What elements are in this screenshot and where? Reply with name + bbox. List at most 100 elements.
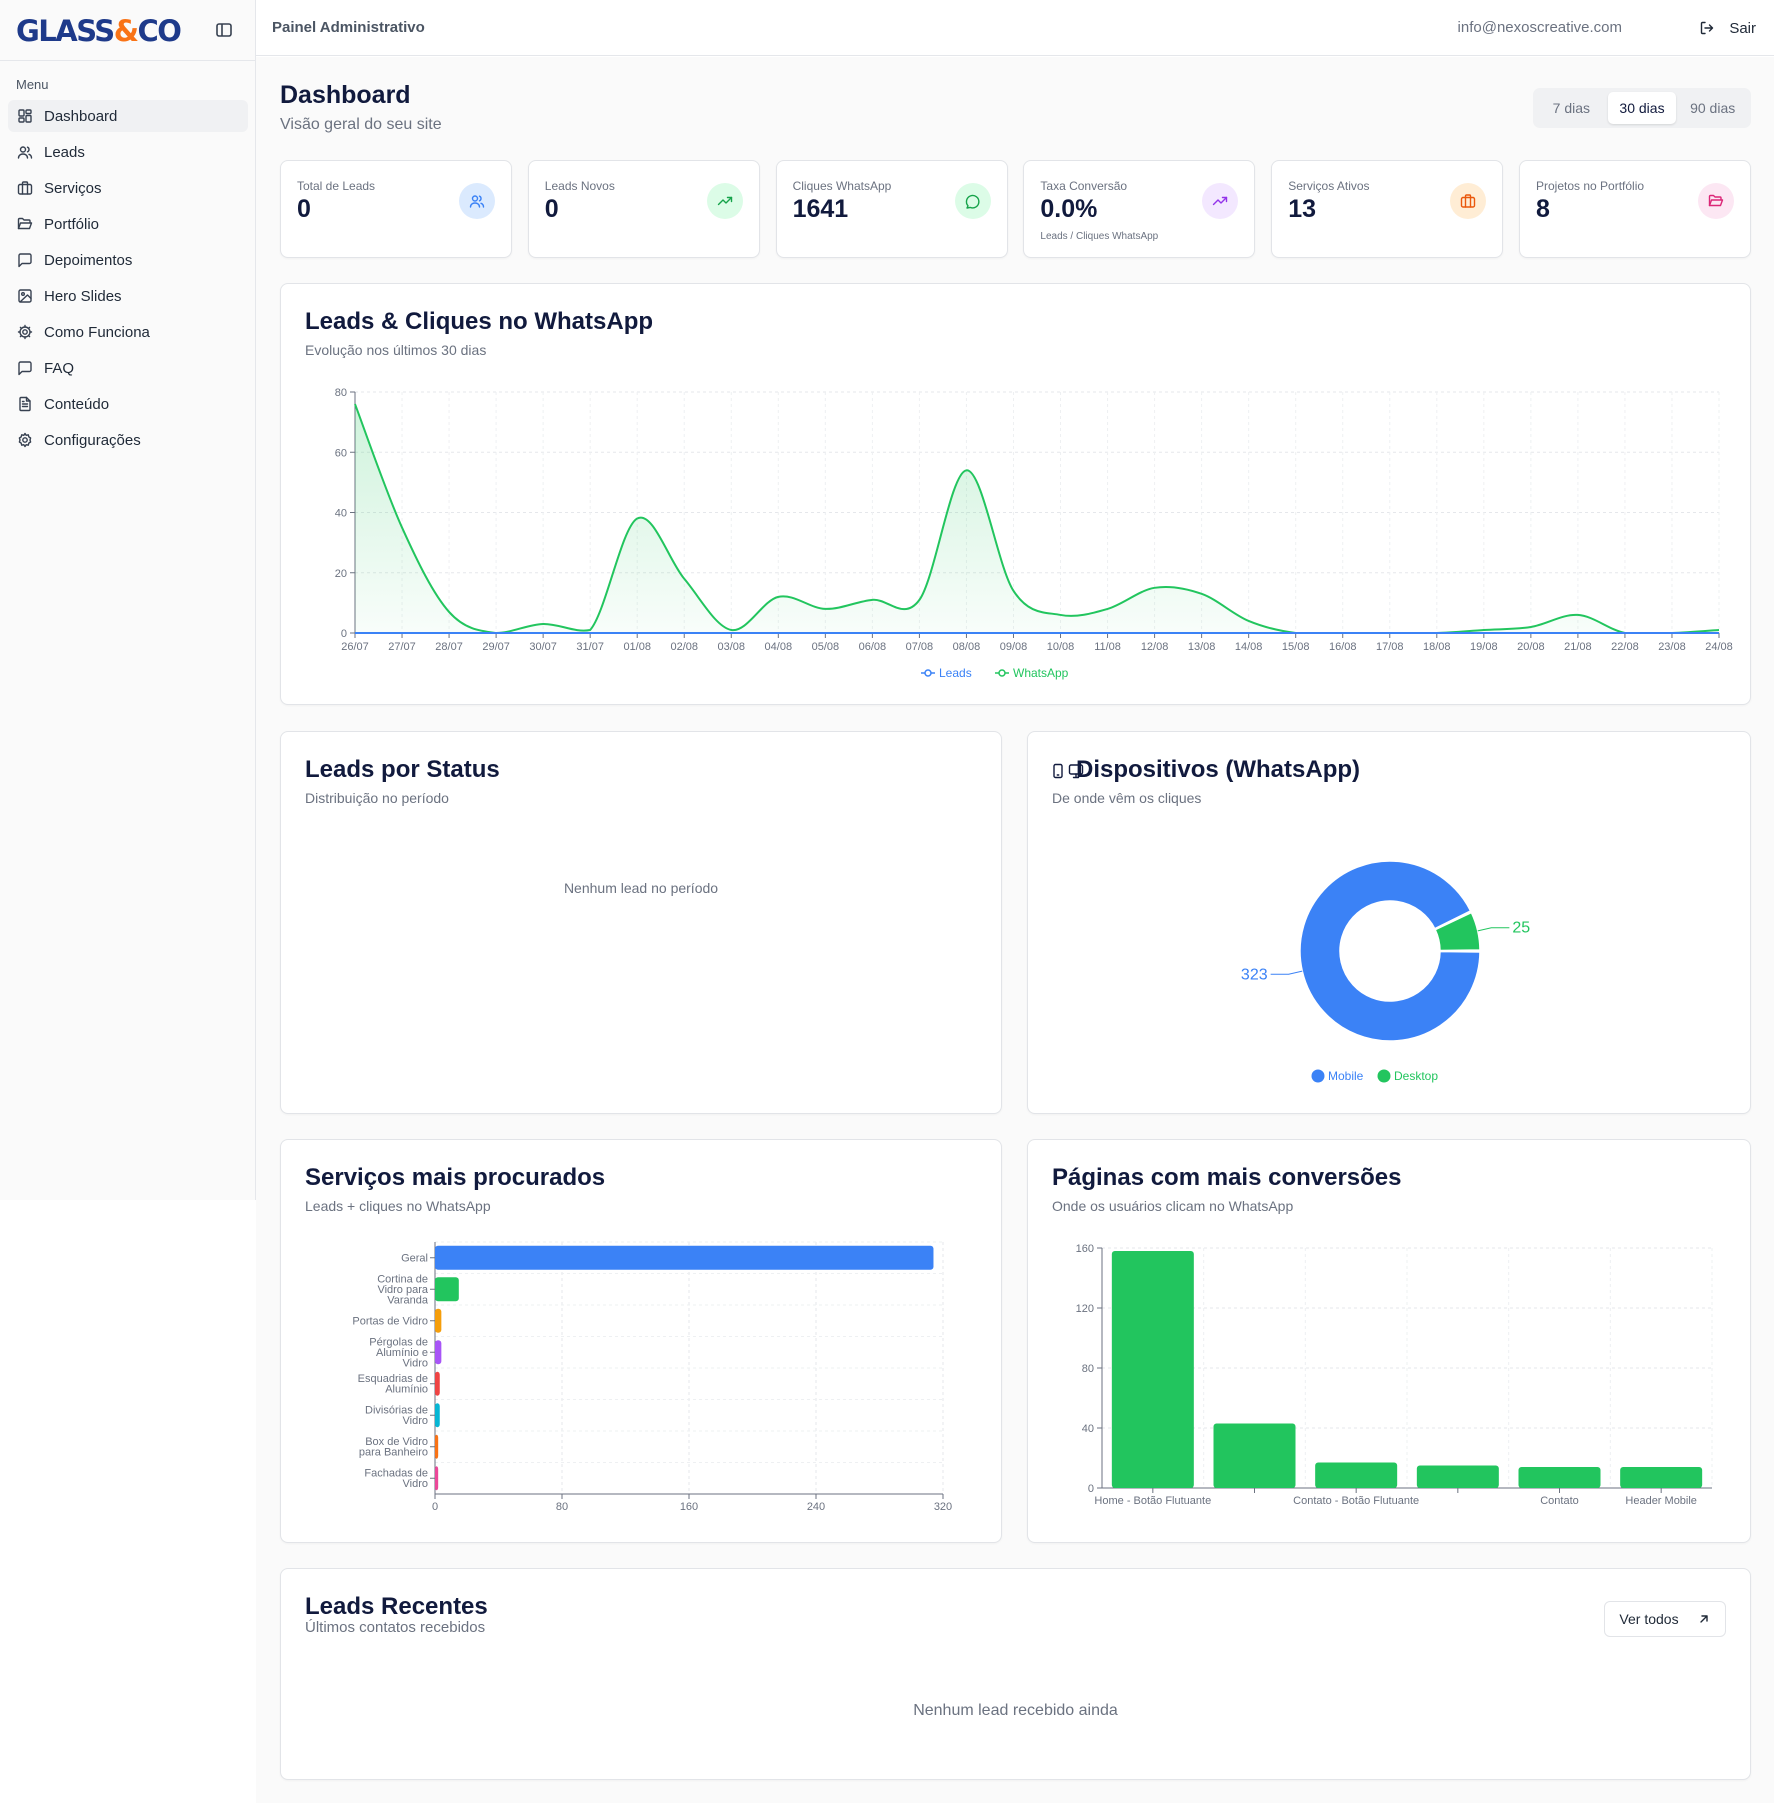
stat-icon-badge (1698, 183, 1734, 219)
x-tick-label: 02/08 (670, 641, 698, 653)
legend-label: Mobile (1328, 1069, 1364, 1083)
sidebar-item-label: Leads (44, 143, 85, 161)
sidebar-item-label: Dashboard (44, 107, 118, 125)
y-tick-label: 0 (341, 628, 347, 640)
view-all-label: Ver todos (1619, 1611, 1679, 1627)
y-tick-label: 40 (1082, 1423, 1094, 1435)
leads-whatsapp-chart-card: Leads & Cliques no WhatsApp Evolução nos… (280, 283, 1751, 705)
page-bar (1213, 1423, 1296, 1488)
sidebar-item-label: Portfólio (44, 215, 100, 233)
users-icon (17, 146, 33, 159)
sidebar-item-label: Como Funciona (44, 323, 150, 341)
category-label: Alumínio (385, 1384, 428, 1396)
menu-section-title: Menu (16, 77, 49, 92)
x-tick-label: 06/08 (859, 641, 887, 653)
category-label: Vidro (403, 1478, 428, 1490)
stat-label: Projetos no Portfólio (1536, 179, 1645, 193)
range-tab-30-dias[interactable]: 30 dias (1607, 92, 1677, 124)
services-card-subtitle: Leads + cliques no WhatsApp (305, 1198, 491, 1214)
sidebar-item-hero-slides[interactable]: Hero Slides (8, 280, 248, 312)
category-label: Vidro (403, 1415, 428, 1427)
main-content: Dashboard Visão geral do seu site 7 dias… (256, 57, 1774, 1803)
trending-up-icon (717, 196, 732, 206)
range-tab-7-dias[interactable]: 7 dias (1552, 100, 1591, 116)
sidebar-item-faq[interactable]: FAQ (8, 352, 248, 384)
x-tick-label: 23/08 (1658, 641, 1686, 653)
service-bar (435, 1308, 442, 1333)
sidebar-item-label: Configurações (44, 431, 141, 449)
chart-title: Leads & Cliques no WhatsApp (305, 308, 654, 335)
sidebar-toggle-icon[interactable] (214, 20, 234, 40)
status-card-subtitle: Distribuição no período (305, 790, 449, 806)
page-bar (1416, 1465, 1499, 1488)
page-bar (1518, 1467, 1601, 1488)
category-label: Geral (401, 1252, 428, 1264)
page-bar (1620, 1467, 1703, 1488)
donut-label-line (1477, 927, 1510, 932)
x-tick-label: 29/07 (482, 641, 510, 653)
x-tick-label: Header Mobile (1625, 1495, 1697, 1507)
x-tick-label: 0 (432, 1501, 438, 1513)
recent-leads-title: Leads Recentes (305, 1593, 488, 1620)
x-tick-label: 28/07 (435, 641, 463, 653)
status-empty-message: Nenhum lead no período (563, 880, 719, 896)
sidebar-item-conteudo[interactable]: Conteúdo (8, 388, 248, 420)
message-square-icon (18, 253, 32, 268)
category-label: Pérgolas de (369, 1336, 428, 1348)
x-tick-label: 05/08 (812, 641, 840, 653)
layout-dashboard-icon (18, 109, 32, 123)
range-tab-90-dias[interactable]: 90 dias (1690, 100, 1736, 116)
log-out-icon (1701, 21, 1714, 35)
smartphone-icon (1053, 763, 1063, 779)
legend-label: Leads (939, 666, 972, 680)
page-bar (1315, 1462, 1398, 1488)
x-tick-label: 14/08 (1235, 641, 1263, 653)
image-icon (18, 289, 32, 303)
y-tick-label: 40 (335, 508, 347, 520)
sidebar-item-depoimentos[interactable]: Depoimentos (8, 244, 248, 276)
brand-logo[interactable]: GLASS&CO (16, 14, 182, 48)
folder-open-icon (1708, 194, 1724, 207)
whatsapp-line (354, 403, 1720, 635)
stat-value: 1641 (792, 195, 849, 223)
view-all-button[interactable]: Ver todos (1604, 1601, 1726, 1637)
stat-icon-badge (954, 183, 991, 219)
sidebar-item-dashboard[interactable]: Dashboard (8, 100, 248, 132)
stat-icon-badge (706, 183, 743, 219)
sidebar-item-label: Hero Slides (44, 287, 122, 305)
whatsapp-area (355, 404, 1719, 633)
briefcase-icon (1460, 194, 1476, 208)
service-bar (435, 1403, 440, 1428)
date-range-tabs: 7 dias 30 dias 90 dias (1533, 88, 1751, 128)
users-icon (469, 195, 485, 208)
service-bar (435, 1277, 459, 1302)
stat-card: Total de Leads 0 (280, 160, 512, 258)
service-bar (435, 1466, 439, 1491)
legend-marker (1377, 1069, 1391, 1083)
devices-donut-chart: 323 25 Mobile Desktop (1241, 860, 1530, 1083)
pages-card-title: Páginas com mais conversões (1052, 1164, 1402, 1191)
devices-card-title: Dispositivos (WhatsApp) (1076, 756, 1361, 783)
sidebar-item-configuracoes[interactable]: Configurações (8, 424, 248, 456)
sidebar-item-label: Depoimentos (44, 251, 133, 269)
devices-card-subtitle: De onde vêm os cliques (1052, 790, 1202, 806)
y-tick-label: 60 (335, 447, 347, 459)
file-text-icon (19, 396, 31, 412)
sidebar-item-servicos[interactable]: Serviços (8, 172, 248, 204)
sidebar-item-como-funciona[interactable]: Como Funciona (8, 316, 248, 348)
pages-card-subtitle: Onde os usuários clicam no WhatsApp (1052, 1198, 1294, 1214)
pages-card: Páginas com mais conversões Onde os usuá… (1027, 1139, 1751, 1543)
legend-marker (924, 669, 932, 677)
sidebar: GLASS&CO Menu Dashboard Leads Serviços Port… (0, 0, 256, 1200)
stat-card: Projetos no Portfólio 8 (1519, 160, 1751, 258)
x-tick-label: 04/08 (765, 641, 793, 653)
recent-leads-card: Leads Recentes Últimos contatos recebido… (280, 1568, 1751, 1780)
trending-up-icon (1213, 196, 1228, 206)
sidebar-item-leads[interactable]: Leads (8, 136, 248, 168)
sidebar-item-portfolio[interactable]: Portfólio (8, 208, 248, 240)
brand-text: GLASS (16, 14, 115, 48)
x-tick-label: 16/08 (1329, 641, 1357, 653)
logout-button[interactable]: Sair (1699, 13, 1756, 43)
category-label: Fachadas de (364, 1468, 428, 1480)
leads-status-card: Leads por Status Distribuição no período… (280, 731, 1002, 1114)
